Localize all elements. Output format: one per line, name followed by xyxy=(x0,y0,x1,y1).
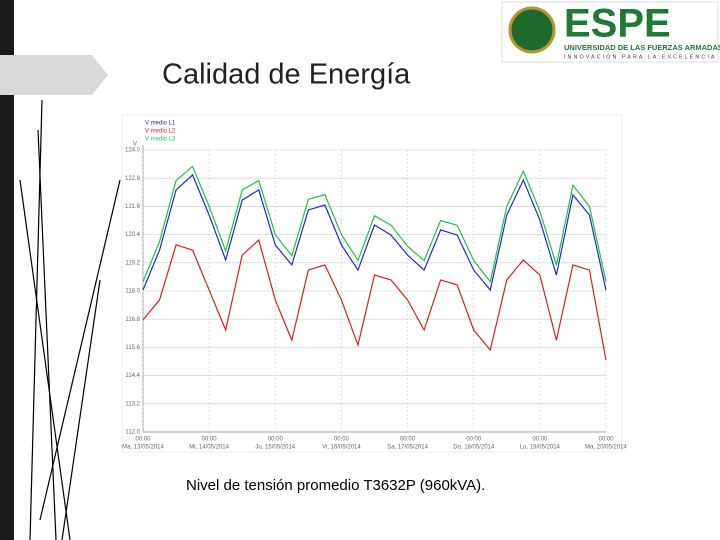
title-arrow xyxy=(0,55,108,95)
logo-line2: INNOVACIÓN PARA LA EXCELENCIA xyxy=(564,53,717,60)
y-tick-label: 114.4 xyxy=(125,373,140,379)
x-tick-label: Ma, 13/05/2014 xyxy=(122,445,164,451)
y-tick-label: 122.8 xyxy=(125,176,141,182)
x-tick-time: 00:00 xyxy=(532,437,548,443)
y-tick-label: 116.8 xyxy=(125,317,140,323)
x-tick-label: Mi, 14/05/2014 xyxy=(189,445,229,451)
x-tick-label: Ma, 20/05/2014 xyxy=(585,445,627,451)
y-tick-label: 118.0 xyxy=(125,289,140,295)
x-tick-time: 00:00 xyxy=(268,437,284,443)
x-tick-time: 00:00 xyxy=(400,437,416,443)
logo-emblem xyxy=(508,6,556,54)
x-tick-label: Lu, 19/05/2014 xyxy=(520,445,561,451)
y-tick-label: 113.2 xyxy=(125,401,140,407)
logo-name: ESPE xyxy=(564,2,671,46)
x-tick-time: 00:00 xyxy=(598,437,614,443)
legend-entry: V medio L1 xyxy=(145,121,176,127)
x-tick-label: Do, 18/05/2014 xyxy=(453,445,495,451)
decor-lines xyxy=(19,99,121,540)
y-tick-label: 124.0 xyxy=(125,148,141,154)
y-tick-label: 121.6 xyxy=(125,204,141,210)
x-tick-time: 00:00 xyxy=(202,437,218,443)
y-tick-label: 112.0 xyxy=(125,430,140,436)
y-tick-label: 120.4 xyxy=(125,232,141,238)
x-tick-time: 00:00 xyxy=(135,437,151,443)
line-series xyxy=(142,165,607,283)
x-tick-label: Ju, 15/05/2014 xyxy=(255,445,295,451)
slide-title: Calidad de Energía xyxy=(162,59,411,91)
x-tick-label: Sa, 17/05/2014 xyxy=(387,445,428,451)
x-tick-label: Vi, 16/05/2014 xyxy=(322,445,361,451)
y-axis-label: V xyxy=(133,142,137,148)
x-tick-time: 00:00 xyxy=(466,437,482,443)
legend-entry: V medio L3 xyxy=(145,137,176,143)
x-tick-time: 00:00 xyxy=(334,437,350,443)
line-series xyxy=(142,238,607,361)
logo-line1: UNIVERSIDAD DE LAS FUERZAS ARMADAS xyxy=(564,43,720,52)
legend-entry: V medio L2 xyxy=(145,129,176,135)
line-series xyxy=(142,173,607,292)
y-tick-label: 119.2 xyxy=(125,260,140,266)
left-bar xyxy=(0,0,14,540)
caption: Nivel de tensión promedio T3632P (960kVA… xyxy=(186,477,485,494)
y-tick-label: 115.6 xyxy=(125,345,140,351)
